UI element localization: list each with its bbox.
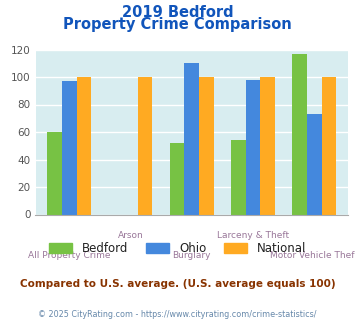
Bar <box>184 63 199 214</box>
Bar <box>260 77 275 214</box>
Bar <box>246 80 260 214</box>
Text: All Property Crime: All Property Crime <box>28 251 110 260</box>
Bar <box>199 77 214 214</box>
Text: Larceny & Theft: Larceny & Theft <box>217 231 289 240</box>
Bar <box>231 140 246 214</box>
Bar <box>138 77 153 214</box>
Bar <box>62 81 77 214</box>
Text: Compared to U.S. average. (U.S. average equals 100): Compared to U.S. average. (U.S. average … <box>20 279 335 289</box>
Bar <box>77 77 91 214</box>
Text: 2019 Bedford: 2019 Bedford <box>122 5 233 20</box>
Text: © 2025 CityRating.com - https://www.cityrating.com/crime-statistics/: © 2025 CityRating.com - https://www.city… <box>38 310 317 318</box>
Text: Arson: Arson <box>118 231 143 240</box>
Bar <box>170 143 184 214</box>
Bar <box>307 114 322 214</box>
Legend: Bedford, Ohio, National: Bedford, Ohio, National <box>49 242 306 255</box>
Bar <box>322 77 336 214</box>
Text: Burglary: Burglary <box>173 251 211 260</box>
Bar <box>47 132 62 214</box>
Text: Property Crime Comparison: Property Crime Comparison <box>63 16 292 31</box>
Bar <box>292 53 307 214</box>
Text: Motor Vehicle Theft: Motor Vehicle Theft <box>270 251 355 260</box>
